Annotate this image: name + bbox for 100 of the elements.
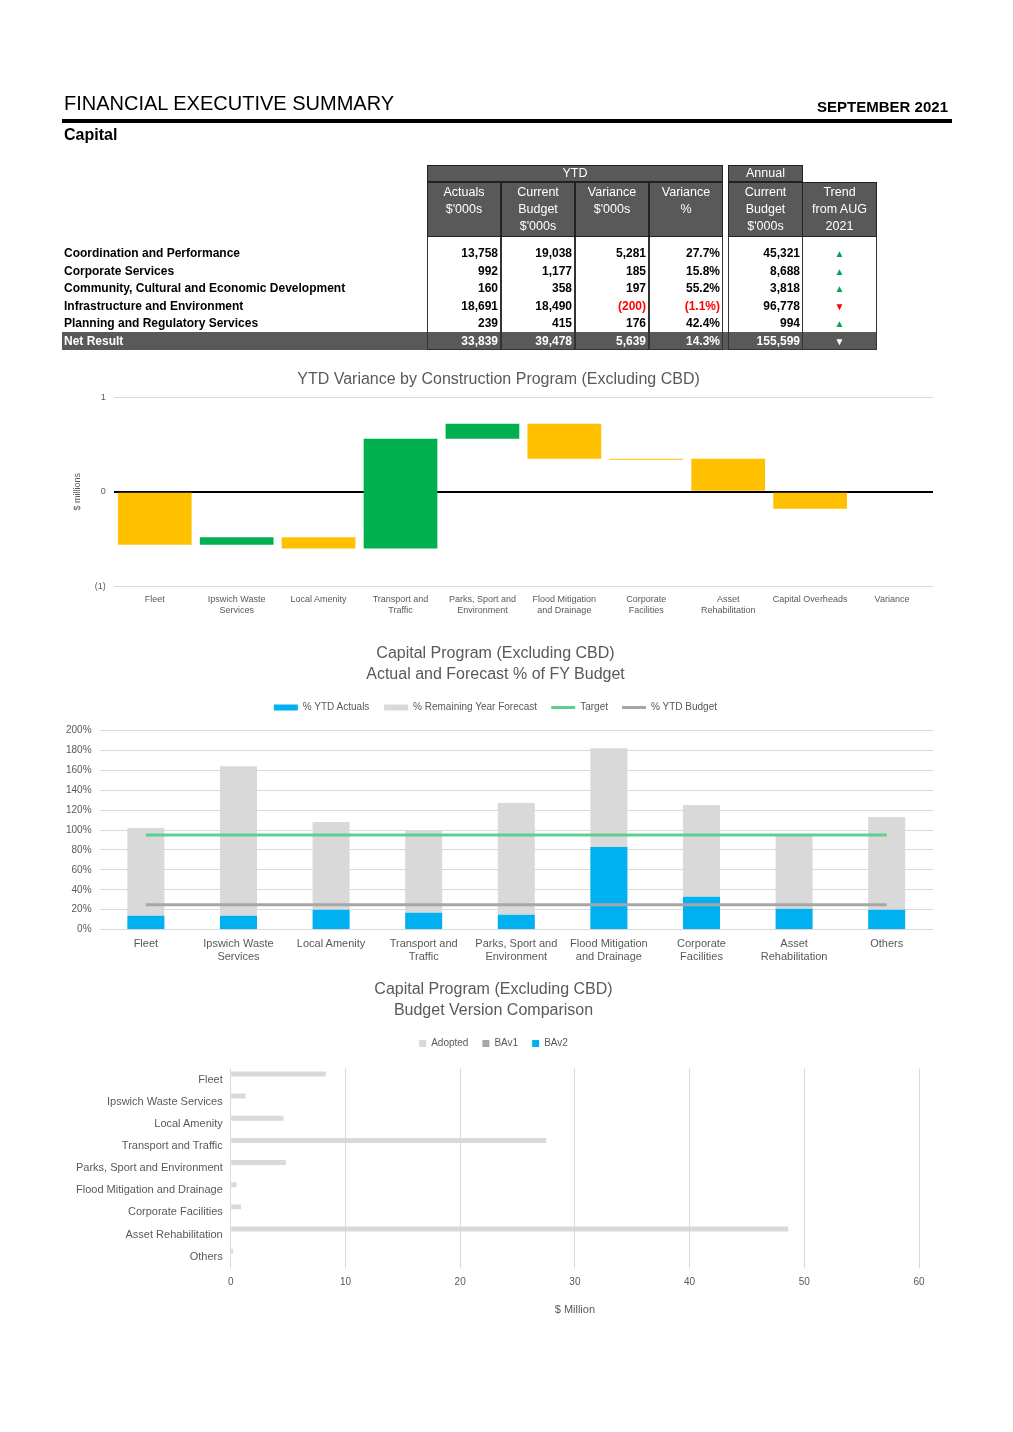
x-tick-label: Transport and Traffic	[389, 937, 458, 963]
x-tick-label: Others	[870, 937, 904, 950]
data-label: 27.7%	[685, 246, 720, 260]
x-tick-label: Flood Mitigation and Drainage	[570, 937, 648, 963]
data-label: 5,281	[615, 246, 646, 260]
y-tick-label: Fleet	[198, 1072, 223, 1085]
bar	[405, 912, 443, 930]
x-axis-title: $ Million	[554, 1303, 596, 1316]
data-label: 14.3%	[685, 333, 720, 348]
bar	[281, 537, 356, 549]
y-tick-label: 1	[100, 391, 106, 402]
bar	[117, 492, 192, 545]
data-label: 96,778	[763, 298, 800, 313]
x-tick-label: Asset Rehabilitation	[760, 937, 828, 963]
category-label: Planning and Regulatory Services	[64, 316, 259, 330]
data-label: 42.4%	[685, 316, 720, 330]
x-tick-label: Parks, Sport and Environment	[448, 594, 516, 616]
text: Trend from AUG 2021	[812, 185, 867, 233]
x-tick-label: Asset Rehabilitation	[700, 594, 756, 616]
x-tick-label: 50	[798, 1275, 811, 1287]
x-tick-label: Corporate Facilities	[677, 937, 726, 963]
data-label: 33,839	[461, 333, 498, 348]
x-tick-label: Local Amenity	[290, 594, 348, 605]
chart-subtitle: Budget Version Comparison	[393, 1001, 594, 1019]
legend-label: % YTD Actuals	[302, 701, 370, 713]
data-label: (1.1%)	[684, 298, 720, 313]
text: Variance $'000s	[587, 185, 637, 216]
data-label: 8,688	[769, 263, 800, 278]
y-tick-label: Corporate Facilities	[127, 1205, 224, 1218]
data-label: 19,038	[535, 246, 572, 260]
y-tick-label: 120%	[66, 803, 92, 815]
data-label: ▲	[834, 283, 845, 294]
y-tick-label: 200%	[66, 724, 92, 736]
y-tick-label: Parks, Sport and Environment	[76, 1161, 223, 1174]
x-tick-label: Ipswich Waste Services	[207, 594, 266, 616]
y-tick-label: 40%	[71, 883, 92, 895]
text: SEPTEMBER 2021	[817, 98, 948, 115]
chart-title: Capital Program (Excluding CBD)	[376, 644, 615, 662]
bar	[219, 915, 257, 930]
x-tick-label: Capital Overheads	[772, 594, 848, 605]
data-label: 15.8%	[685, 263, 720, 278]
text: Actuals $'000s	[443, 185, 485, 216]
y-tick-label: Ipswich Waste Services	[107, 1094, 224, 1107]
y-tick-label: 0	[100, 486, 106, 497]
x-tick-label: Parks, Sport and Environment	[475, 937, 558, 963]
data-label: 45,321	[763, 246, 800, 260]
x-tick-label: Local Amenity	[296, 937, 366, 950]
data-label: 13,758	[461, 246, 498, 260]
text: Variance %	[661, 185, 711, 216]
text: FINANCIAL EXECUTIVE SUMMARY	[64, 92, 395, 114]
y-tick-label: 60%	[71, 863, 92, 875]
data-label: 55.2%	[685, 281, 720, 295]
data-label: 1,177	[541, 263, 572, 278]
text: Capital	[64, 126, 118, 143]
y-tick-label: 80%	[71, 843, 92, 855]
bar	[127, 915, 165, 930]
y-tick-label: Flood Mitigation and Drainage	[75, 1183, 223, 1196]
y-tick-label: 160%	[66, 763, 92, 775]
data-label: 992	[477, 263, 498, 278]
x-tick-label: 30	[569, 1275, 581, 1287]
data-label: 197	[625, 281, 646, 295]
y-tick-label: Transport and Traffic	[121, 1138, 224, 1151]
data-label: 18,490	[535, 298, 572, 313]
data-label: ▲	[834, 318, 845, 329]
y-tick-label: (1)	[94, 580, 106, 591]
data-label: 5,639	[615, 333, 646, 348]
x-tick-label: 10	[339, 1275, 352, 1287]
x-tick-label: 0	[227, 1275, 234, 1287]
data-label: 358	[551, 281, 572, 295]
bar	[363, 438, 438, 549]
y-tick-label: Others	[189, 1249, 224, 1262]
bar	[691, 458, 766, 491]
data-label: 994	[779, 316, 800, 330]
x-tick-label: Flood Mitigation and Drainage	[532, 594, 597, 616]
chart-subtitle: Actual and Forecast % of FY Budget	[366, 665, 626, 683]
chart-title: Capital Program (Excluding CBD)	[374, 980, 613, 998]
legend-label: % Remaining Year Forecast	[413, 701, 538, 713]
category-label: Community, Cultural and Economic Development	[64, 281, 346, 295]
data-label: 160	[477, 281, 498, 295]
bar	[775, 908, 813, 930]
bar	[199, 537, 274, 545]
data-label: ▲	[834, 265, 845, 277]
legend-label: BAv1	[494, 1037, 519, 1049]
data-label: 3,818	[769, 281, 800, 295]
x-tick-label: Transport and Traffic	[372, 594, 429, 616]
y-tick-label: Asset Rehabilitation	[125, 1227, 223, 1240]
category-label: Coordination and Performance	[64, 246, 241, 260]
data-label: ▼	[834, 335, 845, 347]
category-label: Infrastructure and Environment	[64, 298, 244, 313]
bar	[590, 846, 628, 930]
y-tick-label: 140%	[66, 783, 92, 795]
text: Annual	[746, 166, 785, 180]
data-label: ▲	[834, 248, 845, 259]
x-tick-label: 60	[913, 1275, 925, 1287]
text: YTD	[562, 166, 588, 180]
data-label: 415	[551, 316, 572, 330]
x-tick-label: 40	[684, 1275, 696, 1287]
data-label: 176	[625, 316, 646, 330]
data-label: 239	[477, 316, 498, 330]
y-tick-label: 100%	[66, 823, 92, 835]
